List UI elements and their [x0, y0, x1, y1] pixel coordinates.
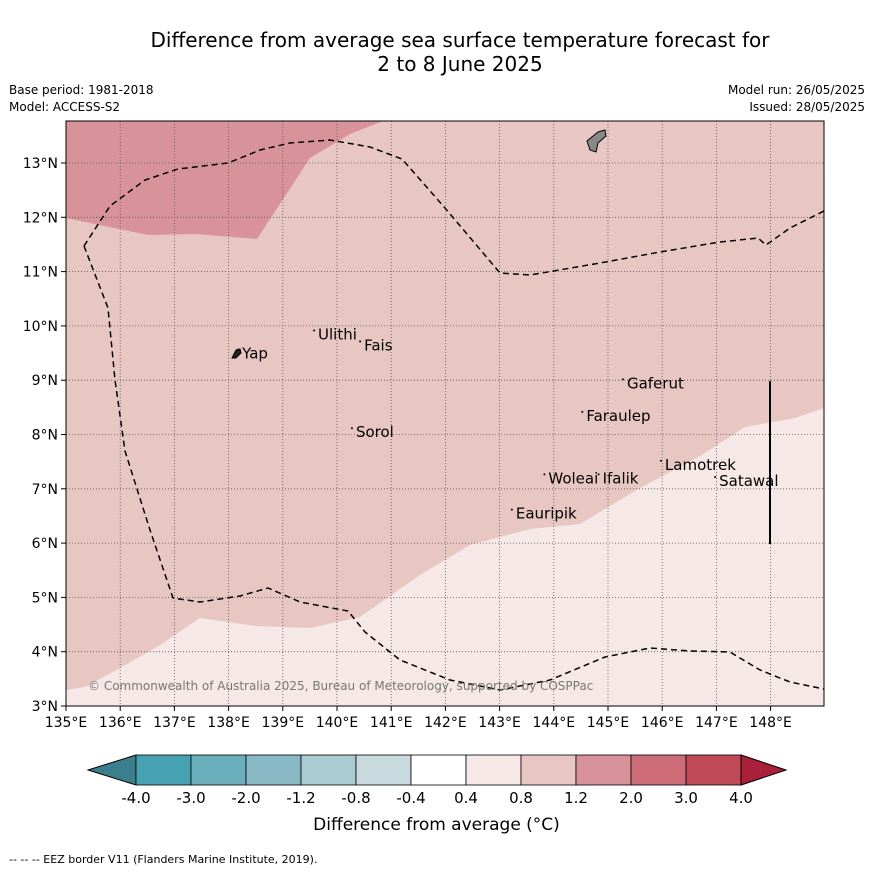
- eez-border-west: [83, 245, 825, 691]
- place-label: Ifalik: [603, 469, 639, 487]
- place-label: Yap: [241, 344, 268, 362]
- guam-island: [586, 129, 607, 153]
- place-marker: [597, 473, 600, 476]
- title-line-2: 2 to 8 June 2025: [377, 52, 543, 76]
- lat-tick-label: 5°N: [32, 590, 58, 606]
- lon-tick-label: 139°E: [262, 715, 305, 731]
- place-marker: [659, 459, 662, 462]
- yap-island: [231, 348, 242, 359]
- place-marker: [621, 378, 624, 381]
- colorbar-segment: [300, 754, 357, 786]
- lat-tick-label: 3°N: [32, 699, 58, 715]
- colorbar-segment: [685, 754, 742, 786]
- colorbar-tick-label: 0.4: [454, 789, 478, 807]
- lon-tick-label: 148°E: [749, 715, 792, 731]
- anomaly-fill: [66, 121, 824, 706]
- anomaly-band-1-2-2-0: [66, 121, 383, 239]
- eez-border: [83, 139, 825, 276]
- place-label: Woleai: [548, 469, 598, 487]
- lon-tick-label: 140°E: [316, 715, 359, 731]
- place-label: Satawal: [719, 472, 778, 490]
- issued-date: Issued: 28/05/2025: [749, 100, 865, 114]
- lat-tick-label: 4°N: [32, 645, 58, 661]
- lat-tick-label: 7°N: [32, 482, 58, 498]
- latitude-ticks: 3°N 4°N 5°N 6°N 7°N 8°N 9°N 10°N 11°N 12°N 13°N: [23, 156, 66, 715]
- place-marker: [313, 329, 316, 332]
- lon-tick-label: 143°E: [478, 715, 521, 731]
- place-marker: [359, 340, 362, 343]
- model-name: Model: ACCESS-S2: [9, 100, 121, 114]
- lat-tick-label: 9°N: [32, 373, 58, 389]
- model-run: Model run: 26/05/2025: [727, 83, 865, 97]
- lon-tick-label: 144°E: [533, 715, 576, 731]
- map-title: Difference from average sea surface temp…: [100, 28, 820, 76]
- place-label: Eauripik: [516, 505, 577, 523]
- colorbar-tick-label: 2.0: [619, 789, 643, 807]
- place-marker: [581, 410, 584, 413]
- lat-tick-label: 6°N: [32, 536, 58, 552]
- lat-tick-label: 10°N: [23, 319, 58, 335]
- place-marker: [543, 473, 546, 476]
- colorbar-tick-label: 0.8: [509, 789, 533, 807]
- colorbar-tick-label: -4.0: [121, 789, 150, 807]
- lon-tick-label: 138°E: [207, 715, 250, 731]
- colorbar-tick-label: -1.2: [286, 789, 315, 807]
- eez-footnote: -- -- -- EEZ border V11 (Flanders Marine…: [9, 853, 318, 866]
- colorbar-segment: [575, 754, 632, 786]
- colorbar-under-arrow: [86, 754, 137, 786]
- lon-tick-label: 137°E: [153, 715, 196, 731]
- meta-left: Base period: 1981-2018 Model: ACCESS-S2: [9, 82, 154, 116]
- place-label: Gaferut: [627, 374, 684, 392]
- colorbar-tick-label: 1.2: [564, 789, 588, 807]
- place-labels: Yap Ulithi Fais Sorol Gaferut Faraulep Lamotre…: [237, 325, 779, 523]
- meta-right: Model run: 26/05/2025 Issued: 28/05/2025: [728, 82, 865, 116]
- colorbar-segment: [245, 754, 302, 786]
- place-label: Lamotrek: [665, 456, 736, 474]
- lon-tick-label: 147°E: [695, 715, 738, 731]
- lon-tick-label: 146°E: [641, 715, 684, 731]
- place-marker: [237, 348, 240, 351]
- copyright-notice: © Commonwealth of Australia 2025, Bureau…: [88, 679, 593, 693]
- colorbar-segment: [465, 754, 522, 786]
- colorbar: -4.0 -3.0 -2.0 -1.2 -0.8 -0.4 0.4 0.8 1.2 2.0 3.0 4…: [86, 754, 788, 807]
- colorbar-tick-label: -0.4: [396, 789, 425, 807]
- place-marker: [510, 508, 513, 511]
- title-line-1: Difference from average sea surface temp…: [150, 28, 770, 52]
- place-label: Faraulep: [586, 407, 650, 425]
- longitude-ticks: 135°E 136°E 137°E 138°E 139°E 140°E 141°E 142°E…: [45, 706, 792, 731]
- colorbar-tick-label: -3.0: [176, 789, 205, 807]
- place-label: Ulithi: [318, 325, 357, 343]
- colorbar-tick-label: 4.0: [729, 789, 753, 807]
- base-period: Base period: 1981-2018: [9, 83, 154, 97]
- lon-tick-label: 135°E: [45, 715, 88, 731]
- colorbar-label: Difference from average (°C): [313, 815, 560, 835]
- gridlines: [66, 121, 824, 706]
- lon-tick-label: 141°E: [370, 715, 413, 731]
- colorbar-tick-label: 3.0: [674, 789, 698, 807]
- lat-tick-label: 8°N: [32, 428, 58, 444]
- colorbar-over-arrow: [740, 754, 788, 786]
- colorbar-segment: [410, 754, 467, 786]
- place-label: Fais: [364, 336, 393, 354]
- colorbar-segment: [630, 754, 687, 786]
- lat-tick-label: 12°N: [23, 210, 58, 226]
- lat-tick-label: 13°N: [23, 156, 58, 172]
- colorbar-segment: [520, 754, 577, 786]
- place-marker: [714, 476, 717, 479]
- colorbar-segment: [135, 754, 192, 786]
- colorbar-segment: [355, 754, 412, 786]
- colorbar-segment: [190, 754, 247, 786]
- place-label: Sorol: [356, 423, 394, 441]
- colorbar-tick-label: -2.0: [231, 789, 260, 807]
- anomaly-band-0-4-0-8: [66, 408, 824, 706]
- colorbar-tick-label: -0.8: [341, 789, 370, 807]
- lon-tick-label: 136°E: [99, 715, 142, 731]
- lon-tick-label: 145°E: [587, 715, 630, 731]
- lon-tick-label: 142°E: [424, 715, 467, 731]
- lat-tick-label: 11°N: [23, 265, 58, 281]
- place-marker: [350, 427, 353, 430]
